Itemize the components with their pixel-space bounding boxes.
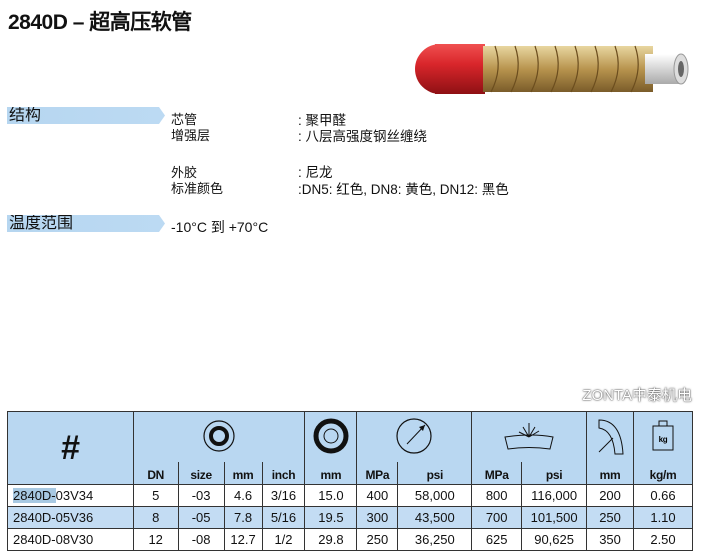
unit-od-mm: mm <box>304 462 357 485</box>
table-cell: -05 <box>177 506 225 529</box>
burst-pressure-icon <box>471 411 587 462</box>
table-cell: -03 <box>177 484 225 507</box>
unit-bp-mpa: MPa <box>471 462 522 485</box>
standard-color-label: 标准颜色 <box>171 181 224 196</box>
table-row: 2840D-05V36 8 -05 7.8 5/16 19.5 300 43,500 700 10… <box>7 506 693 529</box>
table-cell: 1/2 <box>261 528 305 551</box>
table-cell: 700 <box>471 506 522 529</box>
table-cell: 58,000 <box>397 484 472 507</box>
table-cell: 12 <box>132 528 179 551</box>
unit-bend-mm: mm <box>586 462 634 485</box>
table-row: 2840D-03V34 5 -03 4.6 3/16 15.0 400 58,000 800 11… <box>7 484 693 507</box>
reinforcement-label: 增强层 <box>171 128 211 143</box>
part-suffix: 05V36 <box>55 510 94 525</box>
table-cell: 1.10 <box>633 506 693 529</box>
unit-dn: DN <box>132 462 179 485</box>
core-tube-value: : 聚甲醛 <box>298 113 347 128</box>
table-cell: 625 <box>471 528 522 551</box>
part-number-cell: 2840D-03V34 <box>7 484 134 507</box>
weight-kg-icon: kg <box>633 411 693 462</box>
part-number-header: # <box>7 411 134 485</box>
table-cell: 116,000 <box>521 484 587 507</box>
unit-wp-psi: psi <box>397 462 472 485</box>
page-title: 2840D – 超高压软管 <box>8 11 192 34</box>
structure-heading: 结构 <box>7 107 165 124</box>
table-cell: 36,250 <box>397 528 472 551</box>
table-cell: 250 <box>356 528 398 551</box>
table-cell: 12.7 <box>223 528 263 551</box>
watermark: ZONTA中泰机电 <box>582 387 692 404</box>
bend-radius-icon <box>586 411 634 462</box>
table-cell: 400 <box>356 484 398 507</box>
temperature-value: -10°C 到 +70°C <box>171 219 269 235</box>
table-cell: 5/16 <box>261 506 305 529</box>
cover-value: : 尼龙 <box>298 165 333 180</box>
table-cell: 3/16 <box>261 484 305 507</box>
outer-diameter-icon <box>304 411 357 462</box>
table-cell: 5 <box>132 484 179 507</box>
table-cell: -08 <box>177 528 225 551</box>
temperature-heading: 温度范围 <box>7 215 165 232</box>
cover-label: 外胶 <box>171 165 198 180</box>
table-cell: 800 <box>471 484 522 507</box>
table-cell: 4.6 <box>223 484 263 507</box>
table-cell: 101,500 <box>521 506 587 529</box>
unit-size: size <box>177 462 225 485</box>
table-cell: 7.8 <box>223 506 263 529</box>
unit-id-mm: mm <box>223 462 263 485</box>
part-suffix: 08V30 <box>55 532 94 547</box>
table-cell: 15.0 <box>304 484 357 507</box>
reinforcement-value: : 八层高强度钢丝缠绕 <box>298 129 428 144</box>
table-cell: 29.8 <box>304 528 357 551</box>
table-cell: 90,625 <box>521 528 587 551</box>
standard-color-value: :DN5: 红色, DN8: 黄色, DN12: 黑色 <box>298 182 509 197</box>
table-cell: 350 <box>586 528 634 551</box>
table-cell: 8 <box>132 506 179 529</box>
part-suffix: 03V34 <box>55 488 94 503</box>
part-prefix: 2840D- <box>13 532 56 547</box>
table-cell: 300 <box>356 506 398 529</box>
table-row: 2840D-08V30 12 -08 12.7 1/2 29.8 250 36,250 625 9… <box>7 528 693 551</box>
unit-weight: kg/m <box>633 462 693 485</box>
table-cell: 250 <box>586 506 634 529</box>
svg-text:kg: kg <box>659 435 668 444</box>
specification-table: # kg DN size mm inch mm MPa psi MPa psi … <box>7 411 693 551</box>
inner-diameter-icon <box>132 411 305 462</box>
working-pressure-gauge-icon <box>356 411 472 462</box>
unit-wp-mpa: MPa <box>356 462 398 485</box>
table-cell: 2.50 <box>633 528 693 551</box>
unit-bp-psi: psi <box>521 462 587 485</box>
table-cell: 0.66 <box>633 484 693 507</box>
part-prefix: 2840D- <box>13 510 56 525</box>
table-cell: 19.5 <box>304 506 357 529</box>
table-cell: 200 <box>586 484 634 507</box>
table-cell: 43,500 <box>397 506 472 529</box>
hose-cutaway-image <box>415 44 689 94</box>
core-tube-label: 芯管 <box>171 112 198 127</box>
part-number-cell: 2840D-05V36 <box>7 506 134 529</box>
part-prefix: 2840D- <box>13 488 56 503</box>
part-number-cell: 2840D-08V30 <box>7 528 134 551</box>
unit-id-inch: inch <box>261 462 305 485</box>
